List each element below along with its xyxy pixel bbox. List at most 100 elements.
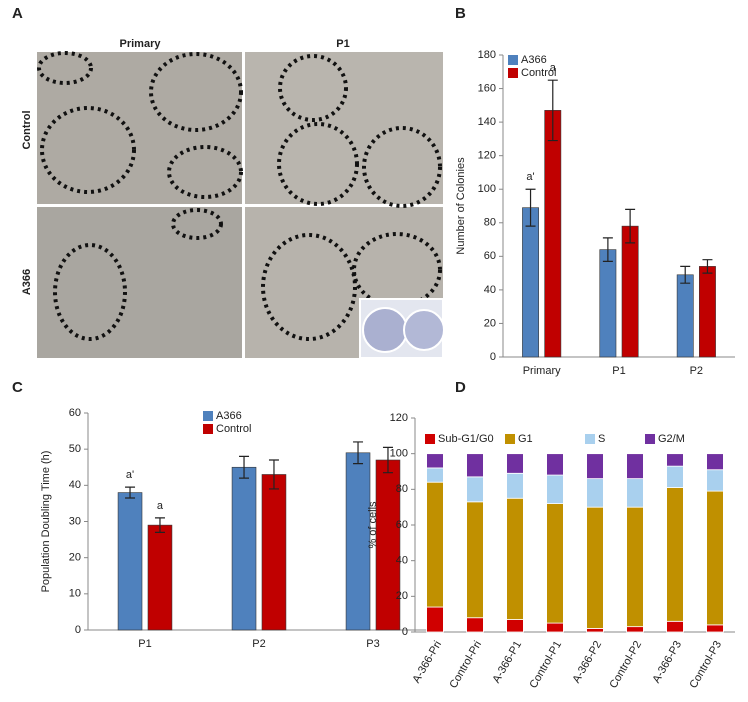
legend-label: A366 <box>521 54 547 66</box>
x-tick-label: Control-P1 <box>527 639 564 691</box>
bar <box>544 110 562 358</box>
legend-label: G2/M <box>658 433 685 445</box>
bar-segment <box>506 453 524 474</box>
y-tick-label: 20 <box>69 552 81 564</box>
bar-segment <box>706 469 724 492</box>
bar-segment <box>666 453 684 467</box>
y-tick-label: 0 <box>490 351 496 363</box>
bar-segment <box>546 622 564 633</box>
x-tick-label: P3 <box>366 638 379 650</box>
error-bar <box>239 455 250 479</box>
y-tick-label: 0 <box>402 626 408 638</box>
row-label: A366 <box>21 269 33 295</box>
y-tick-label: 40 <box>69 479 81 491</box>
bar-segment <box>466 476 484 503</box>
bar-segment <box>466 501 484 619</box>
bar-segment <box>666 465 684 488</box>
y-tick-label: 40 <box>484 284 496 296</box>
bar-segment <box>466 617 484 633</box>
bar <box>261 474 287 631</box>
legend-swatch <box>508 68 518 78</box>
y-tick-label: 160 <box>478 82 496 94</box>
bar <box>117 492 143 631</box>
panel-label: D <box>455 379 466 396</box>
legend-swatch <box>425 434 435 444</box>
micrographs <box>37 51 445 359</box>
bar-segment <box>586 628 604 633</box>
error-bar <box>680 265 691 284</box>
bar-segment <box>666 487 684 622</box>
bar <box>147 524 173 631</box>
error-bar <box>268 459 279 490</box>
error-bar <box>625 208 636 244</box>
bar-segment <box>586 453 604 480</box>
y-tick-label: 100 <box>390 448 408 460</box>
y-tick-label: 10 <box>69 588 81 600</box>
row-label: Control <box>21 110 33 149</box>
legend-label: Control <box>521 67 556 79</box>
panel-label: A <box>12 5 23 22</box>
bar <box>599 249 617 358</box>
bar-segment <box>506 619 524 633</box>
legend-label: A366 <box>216 410 242 422</box>
annotation: a <box>550 62 557 74</box>
x-tick-label: Control-P3 <box>687 639 724 691</box>
error-bar <box>125 486 136 499</box>
x-tick-label: Primary <box>523 365 561 377</box>
bar-segment <box>546 474 564 505</box>
bar-segment <box>426 453 444 469</box>
bar-segment <box>626 478 644 508</box>
y-tick-label: 20 <box>484 317 496 329</box>
annotation: a <box>157 500 164 512</box>
bar <box>231 466 257 631</box>
panel-label: B <box>455 5 466 22</box>
y-tick-label: 140 <box>478 116 496 128</box>
y-tick-label: 120 <box>478 150 496 162</box>
x-tick-label: P1 <box>612 365 625 377</box>
error-bar <box>525 188 536 227</box>
bar-segment <box>426 606 444 633</box>
y-tick-label: 60 <box>69 407 81 419</box>
error-bar <box>547 79 558 142</box>
x-tick-label: P1 <box>138 638 151 650</box>
error-bar <box>353 441 364 465</box>
bar-segment <box>586 478 604 508</box>
legend-label: G1 <box>518 433 533 445</box>
legend-swatch <box>203 424 213 434</box>
x-tick-label: Control-Pri <box>447 639 484 691</box>
x-tick-label: A-366-P2 <box>570 639 604 685</box>
y-axis-label: Population Doubling Time (h) <box>40 451 52 593</box>
bar-segment <box>426 467 444 483</box>
x-tick-label: P2 <box>252 638 265 650</box>
y-tick-label: 120 <box>390 412 408 424</box>
bar-segment <box>546 453 564 476</box>
y-tick-label: 40 <box>396 555 408 567</box>
column-label: Primary <box>120 38 162 50</box>
x-tick-label: A-366-Pri <box>410 639 444 685</box>
y-tick-label: 60 <box>396 519 408 531</box>
bar-segment <box>706 453 724 471</box>
bar-segment <box>426 481 444 608</box>
y-axis-label: Number of Colonies <box>455 157 467 255</box>
column-label: P1 <box>336 38 349 50</box>
legend-label: Sub-G1/G0 <box>438 433 494 445</box>
bar-segment <box>546 503 564 624</box>
y-tick-label: 80 <box>484 217 496 229</box>
error-bar <box>382 446 393 474</box>
bar-segment <box>506 472 524 499</box>
error-bar <box>154 517 165 533</box>
y-tick-label: 0 <box>75 624 81 636</box>
bar-segment <box>706 490 724 626</box>
y-tick-label: 180 <box>478 49 496 61</box>
bar <box>676 274 694 358</box>
legend-swatch <box>508 55 518 65</box>
error-bar <box>602 237 613 262</box>
bar-segment <box>666 620 684 633</box>
bar-segment <box>626 453 644 480</box>
x-tick-label: A-366-P3 <box>650 639 684 685</box>
bar-segment <box>506 497 524 620</box>
legend-swatch <box>505 434 515 444</box>
legend-swatch <box>645 434 655 444</box>
